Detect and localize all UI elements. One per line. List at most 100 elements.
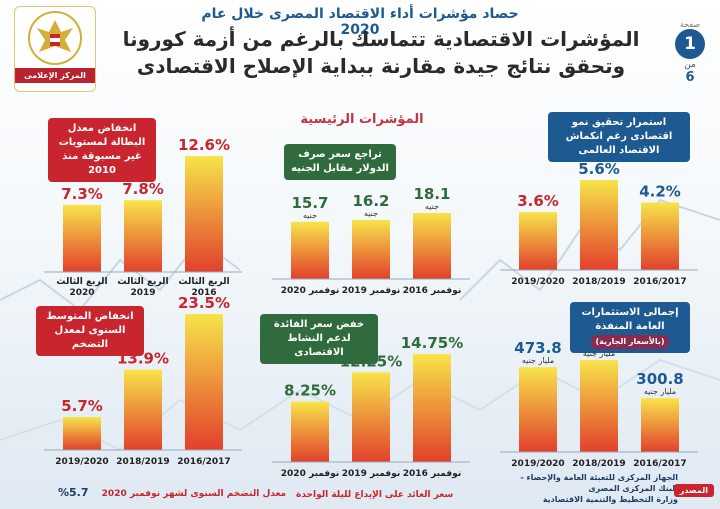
investment-title: إجمالى الاستثمارات العامة المنفذة — [581, 307, 679, 332]
unit-label: مليار جنيه — [522, 356, 554, 365]
bar — [641, 398, 679, 452]
bar — [124, 200, 162, 272]
source-line2: وزارة التخطيط والتنمية الاقتصادية — [542, 495, 678, 504]
category-label: 2019/2020 — [55, 457, 108, 467]
page-badge: صفحة 1 من 6 — [670, 20, 710, 94]
category-label: نوفمبر 2019 — [342, 286, 400, 296]
source-line1: الجهاز المركزى للتعبئة العامة والإحصاء -… — [520, 473, 678, 493]
category-label: نوفمبر 2020 — [281, 286, 339, 296]
chart-unemployment: 7.3% الربع الثالث 2020 7.8% الربع الثالث 2019… — [40, 118, 246, 298]
data-label: 4.2% — [639, 183, 681, 201]
category-label: 2018/2019 — [116, 457, 169, 467]
headline: المؤشرات الاقتصادية تتماسك بالرغم من أزم… — [96, 26, 666, 80]
category-label: الربع الثالث — [56, 277, 107, 287]
category-label: 2019/2020 — [511, 459, 564, 469]
badge-page: 1 — [675, 29, 705, 59]
chart-interest-rate: 8.25%نوفمبر 202012.25%نوفمبر 201914.75%ن… — [268, 310, 474, 488]
data-label: 5.6% — [578, 160, 620, 178]
unit-label: جنيه — [425, 202, 439, 211]
category-label: 2016/2017 — [633, 277, 686, 287]
interest-title-box: خفض سعر الفائدة لدعم النشاط الاقتصادى — [260, 314, 378, 364]
bar — [291, 221, 329, 279]
unemployment-title: انخفاض معدل البطالة لمستويات غير مسبوقة … — [58, 123, 146, 176]
investment-title-box: إجمالى الاستثمارات العامة المنفذة (بالأس… — [570, 302, 690, 353]
category-label: 2018/2019 — [572, 459, 625, 469]
data-label: 18.1 — [413, 185, 450, 203]
data-label: 473.8 — [514, 339, 561, 357]
category-label: 2016/2017 — [633, 459, 686, 469]
data-label: 12.6% — [178, 136, 230, 154]
bar — [63, 204, 101, 272]
bar — [291, 401, 329, 462]
exchange-title-box: تراجع سعر صرف الدولار مقابل الجنيه — [284, 144, 396, 180]
bar — [413, 213, 451, 279]
gdp-title: استمرار تحقيق نمو اقتصادى رغم انكماش الا… — [565, 117, 673, 156]
eagle-seal-icon — [28, 11, 82, 65]
bar — [63, 417, 101, 450]
bar — [413, 354, 451, 462]
category-label: 2020 — [69, 288, 94, 298]
badge-of: من — [684, 60, 696, 70]
source-tag: المصدر — [673, 484, 714, 497]
bar — [352, 219, 390, 279]
bar — [519, 367, 557, 452]
bar — [580, 360, 618, 452]
headline-line1: المؤشرات الاقتصادية تتماسك بالرغم من أزم… — [122, 27, 640, 51]
chart-inflation: 5.7% 2019/2020 13.9% 2018/2019 23.5% 2016/201… — [40, 294, 246, 476]
data-label: 5.7% — [61, 397, 103, 415]
section-title: المؤشرات الرئيسية — [300, 112, 424, 127]
cabinet-logo: المركز الإعلامى — [14, 6, 96, 92]
bar — [352, 372, 390, 462]
chart-svg: 3.6% 2019/2020 5.6% 2018/2019 4.2% 2016/2017 — [500, 160, 698, 287]
source-text: الجهاز المركزى للتعبئة العامة والإحصاء -… — [498, 472, 678, 505]
inflation-footnote-text: معدل التضخم السنوى لشهر نوفمبر 2020 — [101, 489, 287, 499]
category-label: نوفمبر 2019 — [342, 469, 400, 479]
data-label: 8.25% — [284, 382, 336, 400]
interest-title: خفض سعر الفائدة لدعم النشاط الاقتصادى — [273, 319, 365, 358]
badge-label: صفحة — [679, 20, 701, 29]
data-label: 3.6% — [517, 192, 559, 210]
unit-label: مليار جنيه — [583, 349, 615, 358]
interest-footnote-text: سعر العائد على الإيداع لليلة الواحدة — [296, 490, 454, 500]
category-label: 2018/2019 — [572, 277, 625, 287]
bar — [641, 202, 679, 270]
category-label: 2016 — [191, 288, 216, 298]
unit-label: جنيه — [303, 211, 317, 220]
chart-svg: 5.7%2019/202013.9%2018/201923.5%2016/201… — [44, 294, 242, 467]
chart-gdp-growth: 3.6% 2019/2020 5.6% 2018/2019 4.2% 2016/2017 — [496, 100, 702, 296]
unit-label: مليار جنيه — [644, 387, 676, 396]
logo-band: المركز الإعلامى — [15, 68, 95, 83]
category-label: نوفمبر 2020 — [281, 469, 339, 479]
data-label: 23.5% — [178, 294, 230, 312]
unemployment-title-box: انخفاض معدل البطالة لمستويات غير مسبوقة … — [48, 118, 156, 182]
bar — [185, 314, 223, 450]
category-label: 2019/2020 — [511, 277, 564, 287]
data-label: 14.75% — [401, 334, 463, 352]
bar — [580, 180, 618, 270]
category-label: الربع الثالث — [178, 277, 229, 287]
headline-line2: وتحقق نتائج جيدة مقارنة ببداية الإصلاح ا… — [136, 54, 626, 78]
unit-label: جنيه — [364, 209, 378, 218]
category-label: نوفمبر 2016 — [403, 469, 461, 479]
data-label: 7.3% — [61, 185, 103, 203]
investment-subtitle: (بالأسعار الجارية) — [591, 335, 669, 349]
bar — [519, 212, 557, 270]
data-label: 300.8 — [636, 370, 683, 388]
data-label: 16.2 — [352, 192, 389, 210]
category-label: 2019 — [130, 288, 155, 298]
inflation-title-box: انخفاض المتوسط السنوى لمعدل التضخم — [36, 306, 144, 356]
exchange-title: تراجع سعر صرف الدولار مقابل الجنيه — [291, 149, 389, 174]
bar — [124, 369, 162, 450]
inflation-footnote: معدل التضخم السنوى لشهر نوفمبر 2020 5.7% — [58, 486, 286, 499]
data-label: 7.8% — [122, 180, 164, 198]
gdp-title-box: استمرار تحقيق نمو اقتصادى رغم انكماش الا… — [548, 112, 690, 162]
bar — [185, 156, 223, 272]
inflation-footnote-value: 5.7% — [58, 486, 89, 499]
badge-total: 6 — [685, 70, 695, 85]
chart-svg: 8.25%نوفمبر 202012.25%نوفمبر 201914.75%ن… — [272, 334, 470, 479]
inflation-title: انخفاض المتوسط السنوى لمعدل التضخم — [46, 311, 134, 350]
chart-exchange-rate: 15.7 جنيه نوفمبر 2020 16.2 جنيه نوفمبر 2019 18… — [268, 135, 474, 305]
top-title: حصاد مؤشرات أداء الاقتصاد المصرى خلال عا… — [201, 6, 519, 38]
